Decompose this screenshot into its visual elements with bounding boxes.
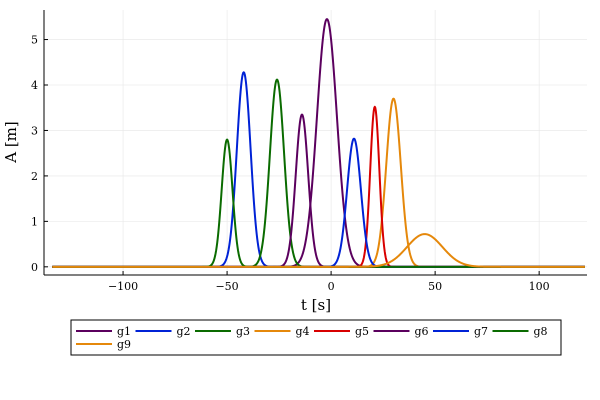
y-tick-label: 1 (31, 215, 38, 228)
legend-label-g9: g9 (117, 338, 131, 351)
x-tick-label: −50 (215, 280, 238, 293)
series-line-g9 (51, 233, 586, 268)
series-lines (51, 18, 586, 268)
x-tick-label: −100 (108, 280, 138, 293)
series-line-g7 (51, 137, 586, 268)
y-tick-label: 5 (31, 34, 38, 47)
y-tick-label: 0 (31, 261, 38, 274)
series-line-g6 (51, 113, 586, 268)
legend-label-g5: g5 (355, 325, 369, 338)
plot-frame (43, 10, 587, 276)
legend-label-g6: g6 (415, 325, 429, 338)
x-axis-ticks: −100 −50 0 50 100 (108, 271, 550, 293)
series-line-g8 (51, 138, 586, 268)
x-tick-label: 50 (428, 280, 442, 293)
y-tick-label: 3 (31, 124, 38, 137)
x-tick-label: 0 (328, 280, 335, 293)
series-line-g4 (51, 97, 586, 268)
legend-label-g7: g7 (474, 325, 488, 338)
legend-label-g3: g3 (236, 325, 250, 338)
x-axis-label: t [s] (301, 296, 331, 314)
legend: g1 g2 g3 g4 g5 g6 g7 g8 g9 (70, 319, 562, 356)
legend-label-g1: g1 (117, 325, 131, 338)
legend-box (70, 319, 562, 356)
legend-label-g8: g8 (534, 325, 548, 338)
series-line-g3 (51, 78, 586, 268)
legend-label-g4: g4 (296, 325, 310, 338)
y-axis-label: A [m] (2, 121, 20, 164)
y-tick-label: 4 (31, 79, 38, 92)
series-line-g5 (51, 105, 586, 268)
legend-label-g2: g2 (177, 325, 191, 338)
y-tick-label: 2 (31, 170, 38, 183)
y-axis-ticks: 0 1 2 3 4 5 (31, 34, 48, 274)
x-tick-label: 100 (529, 280, 550, 293)
series-line-g1 (51, 18, 586, 268)
